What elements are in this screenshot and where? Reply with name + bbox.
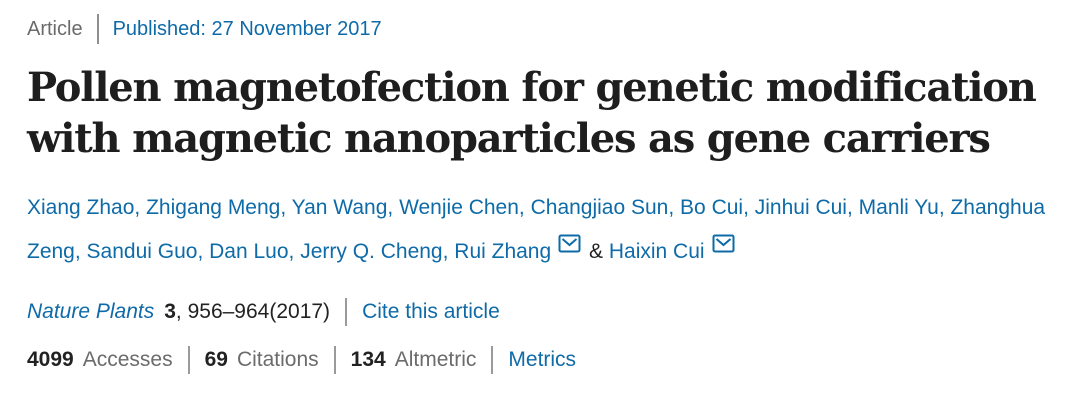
- accesses-count: 4099: [27, 348, 74, 371]
- accesses-metric: 4099 Accesses: [27, 348, 173, 372]
- article-type-label: Article: [27, 17, 83, 40]
- author-separator: ,: [74, 240, 87, 263]
- divider: [187, 346, 190, 374]
- author-link[interactable]: Dan Luo: [209, 240, 289, 263]
- ampersand-separator: &: [583, 240, 609, 263]
- article-header: Article Published: 27 November 2017 Poll…: [27, 14, 1053, 374]
- author-separator: ,: [518, 196, 531, 219]
- author-separator: ,: [846, 196, 859, 219]
- metrics-link[interactable]: Metrics: [508, 348, 577, 371]
- author-list: Xiang Zhao, Zhigang Meng, Yan Wang, Wenj…: [27, 186, 1053, 274]
- author-separator: ,: [938, 196, 951, 219]
- author-separator: ,: [743, 196, 755, 219]
- volume-number: 3: [164, 300, 176, 323]
- altmetric-metric: 134 Altmetric: [351, 348, 477, 372]
- author-separator: ,: [387, 196, 400, 219]
- cite-this-article-link[interactable]: Cite this article: [362, 300, 500, 323]
- author-link[interactable]: Yan Wang: [291, 196, 388, 219]
- author-separator: ,: [134, 196, 147, 219]
- author-link[interactable]: Wenjie Chen: [399, 196, 519, 219]
- author-link[interactable]: Zhigang Meng: [146, 196, 281, 219]
- title-line-2: with magnetic nanoparticles as gene carr…: [27, 115, 991, 162]
- citations-count: 69: [204, 348, 228, 371]
- page-title: Pollen magnetofection for genetic modifi…: [27, 62, 1053, 164]
- title-line-1: Pollen magnetofection for genetic modifi…: [27, 64, 1037, 111]
- metrics-bar: 4099 Accesses 69 Citations 134 Altmetric…: [27, 346, 1053, 374]
- divider: [491, 346, 494, 374]
- author-separator: ,: [668, 196, 681, 219]
- author-separator: ,: [280, 196, 292, 219]
- published-date: Published: 27 November 2017: [112, 17, 382, 40]
- divider: [345, 298, 348, 326]
- divider: [333, 346, 336, 374]
- author-link[interactable]: Manli Yu: [858, 196, 939, 219]
- citations-metric: 69 Citations: [205, 348, 319, 372]
- author-link[interactable]: Jerry Q. Cheng: [300, 240, 443, 263]
- article-meta-bar: Article Published: 27 November 2017: [27, 14, 1053, 44]
- altmetric-count: 134: [350, 348, 386, 371]
- author-link[interactable]: Zhanghua Zeng: [27, 196, 1046, 263]
- envelope-icon[interactable]: [558, 234, 581, 253]
- citations-label: Citations: [236, 348, 319, 371]
- altmetric-label: Altmetric: [394, 348, 477, 371]
- author-separator: ,: [442, 240, 455, 263]
- author-link[interactable]: Rui Zhang: [454, 240, 552, 263]
- author-separator: ,: [288, 240, 301, 263]
- author-link[interactable]: Changjiao Sun: [530, 196, 669, 219]
- envelope-icon[interactable]: [712, 234, 735, 253]
- author-link[interactable]: Bo Cui: [680, 196, 744, 219]
- citation-bar: Nature Plants 3 , 956–964(2017) Cite thi…: [27, 298, 1053, 326]
- journal-link[interactable]: Nature Plants: [27, 300, 155, 323]
- author-link[interactable]: Xiang Zhao: [27, 196, 135, 219]
- pages-text: , 956–964(2017): [175, 300, 331, 323]
- author-link[interactable]: Jinhui Cui: [754, 196, 847, 219]
- accesses-label: Accesses: [82, 348, 173, 371]
- divider: [96, 14, 99, 44]
- author-link[interactable]: Sandui Guo: [86, 240, 198, 263]
- author-separator: ,: [197, 240, 210, 263]
- author-link[interactable]: Haixin Cui: [608, 240, 705, 263]
